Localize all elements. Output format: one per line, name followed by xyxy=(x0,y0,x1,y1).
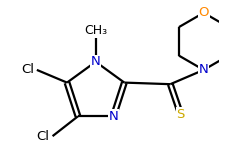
Text: CH₃: CH₃ xyxy=(84,24,107,37)
Text: O: O xyxy=(198,6,209,19)
Text: N: N xyxy=(109,110,118,123)
Text: Cl: Cl xyxy=(21,63,34,76)
Text: N: N xyxy=(91,55,100,68)
Text: N: N xyxy=(199,63,209,76)
Text: Cl: Cl xyxy=(36,130,50,143)
Text: S: S xyxy=(176,108,185,121)
